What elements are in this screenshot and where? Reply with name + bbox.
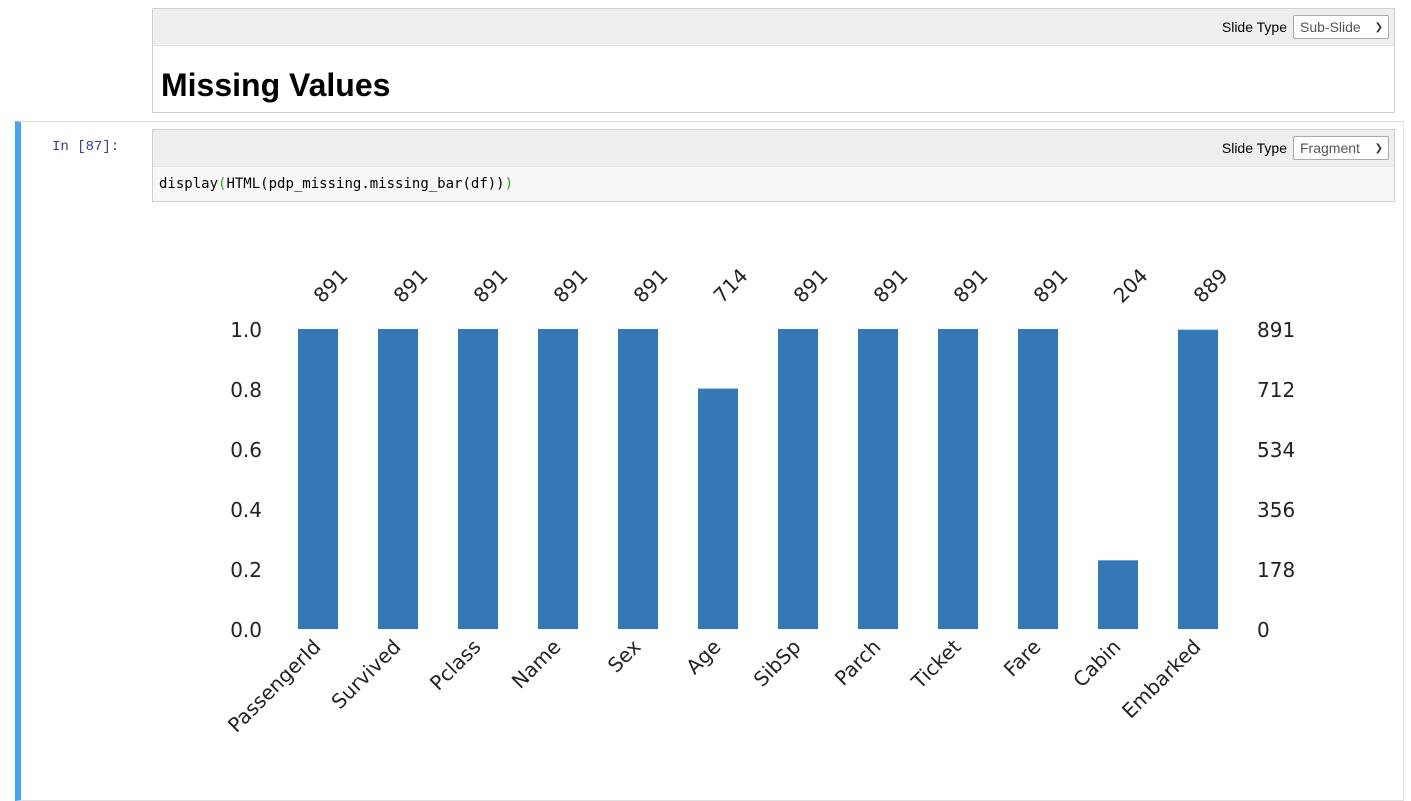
code-argument: HTML(pdp_missing.missing_bar(df)) [226, 176, 505, 192]
cell-toolbar: Slide Type Sub-Slide ❯ [153, 9, 1394, 46]
count-label: 889 [1189, 264, 1233, 308]
bar [778, 329, 818, 629]
category-label: Fare [999, 635, 1046, 682]
count-label: 204 [1109, 264, 1153, 308]
count-label: 891 [949, 264, 993, 308]
right-axis-tick-label: 712 [1257, 378, 1295, 402]
slide-type-control: Slide Type Sub-Slide ❯ [1222, 14, 1389, 40]
category-label: Sex [603, 634, 646, 677]
count-label: 891 [789, 264, 833, 308]
bar [458, 329, 498, 629]
chevron-down-icon: ❯ [1374, 142, 1383, 154]
right-axis-tick-label: 534 [1257, 438, 1295, 462]
slide-type-select[interactable]: Fragment ❯ [1293, 136, 1389, 160]
category-label: Cabin [1068, 635, 1125, 692]
missing-values-bar-chart: 0.0 0.2 0.4 0.6 0.8 1.0 0 178 356 534 712 891 891 Pas… [223, 264, 1295, 738]
section-heading: Missing Values [161, 67, 391, 103]
bar [298, 329, 338, 629]
slide-type-select[interactable]: Sub-Slide ❯ [1293, 15, 1389, 39]
slide-type-value: Sub-Slide [1300, 19, 1361, 35]
category-label: SibSp [749, 635, 806, 692]
code-paren-open: ( [218, 176, 227, 192]
count-label: 891 [629, 264, 673, 308]
category-label: PassengerId [223, 635, 326, 738]
category-label: Ticket [906, 634, 966, 694]
right-axis-tick-label: 356 [1257, 498, 1295, 522]
right-axis-tick-label: 178 [1257, 558, 1295, 582]
left-axis-tick-label: 0.6 [230, 438, 262, 462]
count-label: 891 [309, 264, 353, 308]
count-label: 891 [469, 264, 513, 308]
code-input-area[interactable]: Slide Type Fragment ❯ display(HTML(pdp_m… [152, 129, 1395, 202]
right-axis-tick-label: 891 [1257, 318, 1295, 342]
bar [538, 329, 578, 629]
left-axis-tick-label: 0.4 [230, 498, 262, 522]
bar [1178, 329, 1218, 629]
bar [618, 329, 658, 629]
code-paren-close: ) [504, 176, 514, 192]
category-label: Survived [326, 635, 405, 714]
count-label: 714 [709, 264, 753, 308]
right-axis-tick-label: 0 [1257, 618, 1270, 642]
markdown-cell[interactable]: Slide Type Sub-Slide ❯ Missing Values [152, 8, 1395, 113]
bar [698, 388, 738, 629]
left-axis-tick-label: 1.0 [230, 318, 262, 342]
category-label: Embarked [1117, 635, 1206, 724]
count-label: 891 [389, 264, 433, 308]
bar [938, 329, 978, 629]
slide-type-value: Fragment [1300, 140, 1360, 156]
left-axis-tick-label: 0.8 [230, 378, 262, 402]
left-axis-tick-label: 0.2 [230, 558, 262, 582]
count-label: 891 [549, 264, 593, 308]
category-label: Parch [830, 635, 886, 691]
category-label: Age [681, 635, 725, 679]
bar [858, 329, 898, 629]
slide-type-label: Slide Type [1221, 19, 1287, 35]
code-function: display [159, 176, 219, 192]
bar [1018, 329, 1058, 629]
bar [1098, 560, 1138, 629]
chevron-down-icon: ❯ [1374, 21, 1383, 33]
slide-type-label: Slide Type [1221, 140, 1287, 156]
bar [378, 329, 418, 629]
count-label: 891 [869, 264, 913, 308]
category-label: Name [507, 635, 566, 694]
left-axis-tick-label: 0.0 [230, 618, 262, 642]
input-prompt: In [87]: [52, 139, 120, 155]
count-label: 891 [1029, 264, 1073, 308]
code-line[interactable]: display(HTML(pdp_missing.missing_bar(df)… [159, 176, 513, 192]
category-label: Pclass [425, 635, 486, 696]
cell-toolbar: Slide Type Fragment ❯ [153, 130, 1394, 167]
slide-type-control: Slide Type Fragment ❯ [1222, 135, 1389, 161]
